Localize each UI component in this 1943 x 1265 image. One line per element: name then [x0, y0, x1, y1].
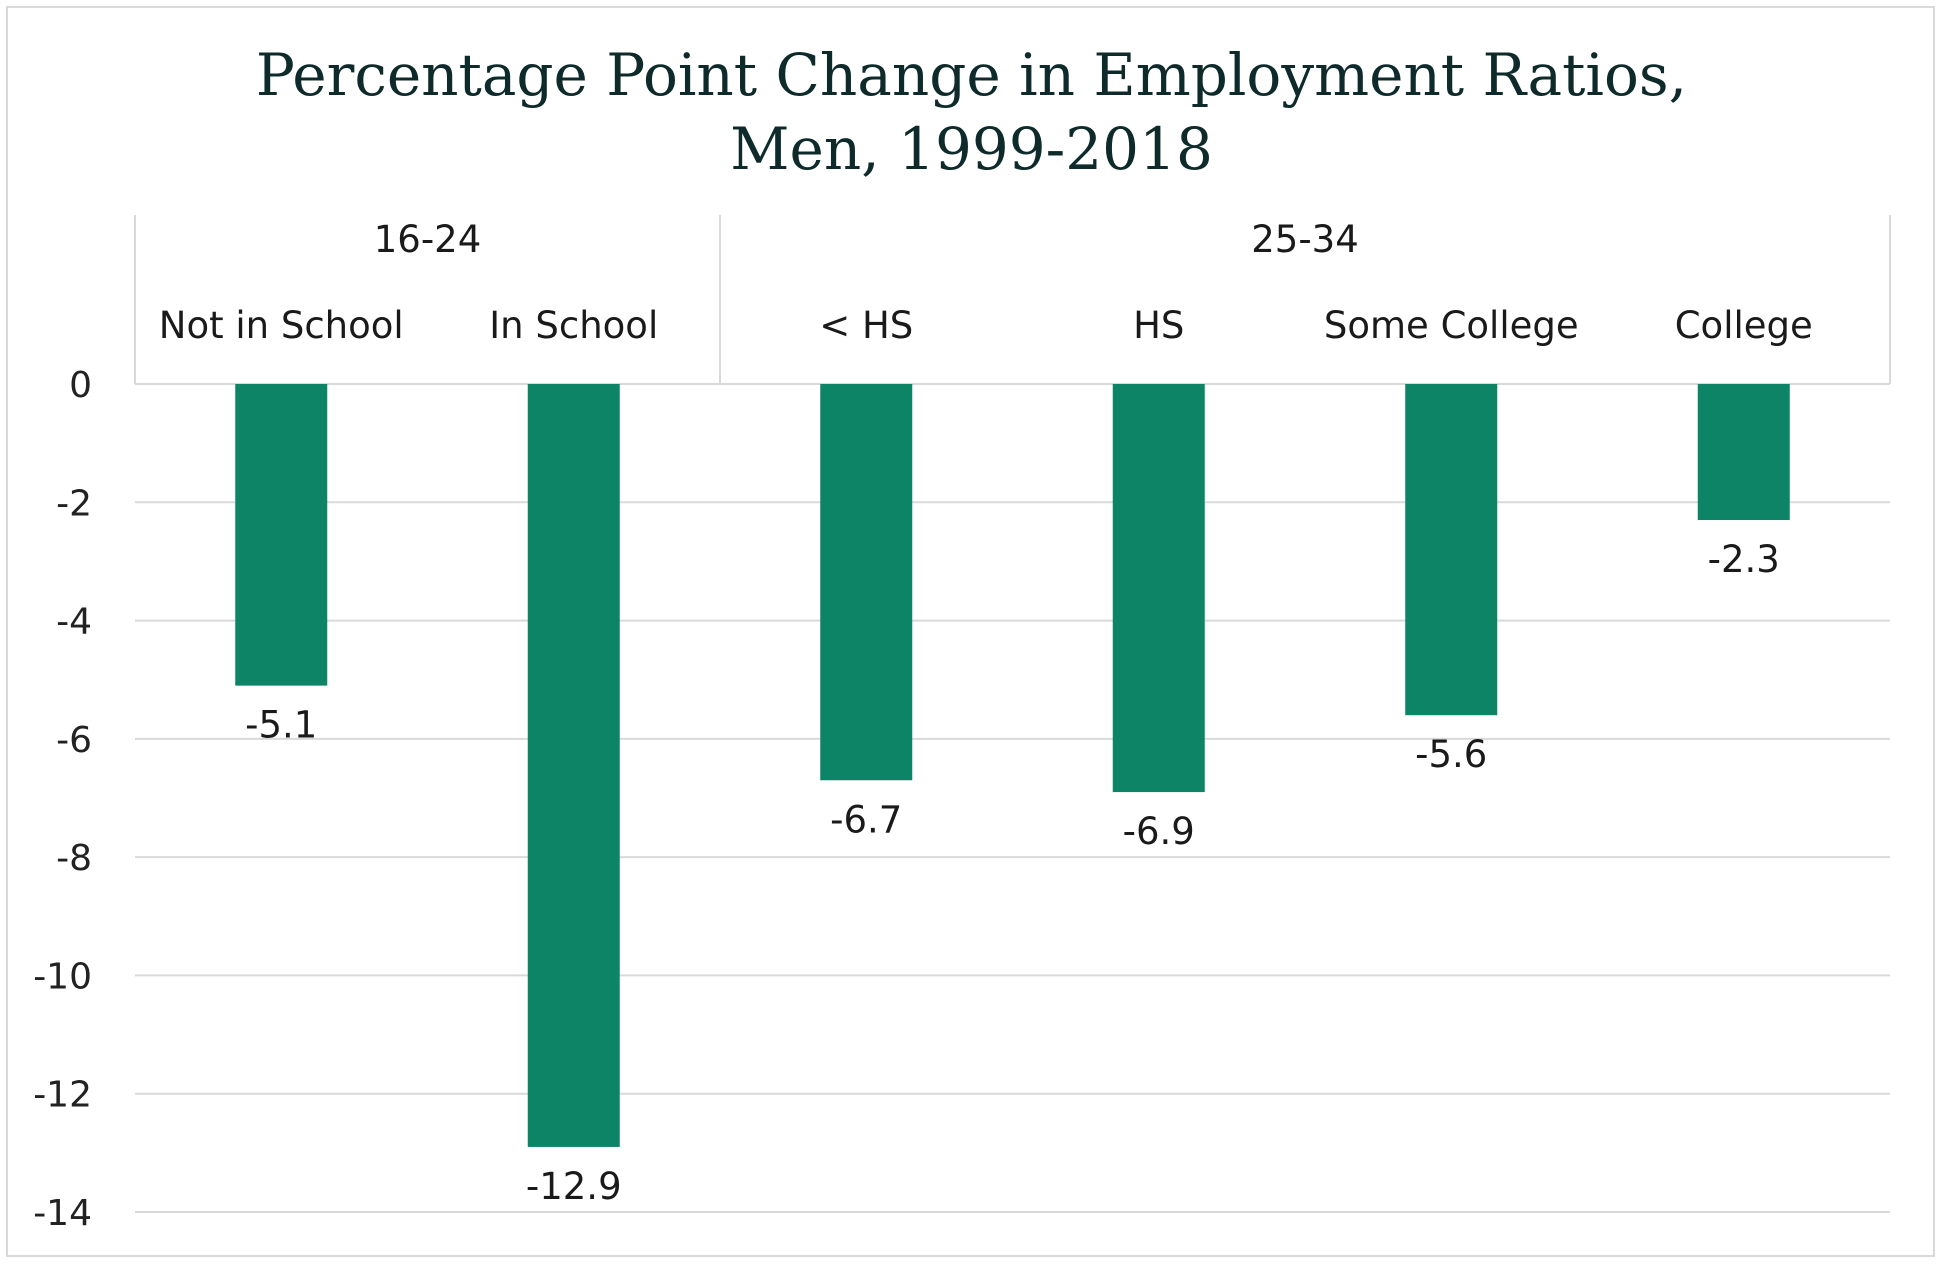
bar — [1112, 384, 1205, 793]
chart-frame — [6, 6, 1935, 1257]
y-tick-label: -4 — [56, 602, 92, 643]
bar — [820, 384, 913, 781]
y-tick-label: -10 — [33, 956, 92, 997]
group-label: 16-24 — [374, 218, 482, 261]
category-label: HS — [1133, 304, 1184, 347]
bar — [527, 384, 620, 1147]
bar — [235, 384, 328, 686]
category-label: Some College — [1324, 304, 1579, 347]
category-label: < HS — [819, 304, 913, 347]
category-label: College — [1675, 304, 1813, 347]
data-label: -6.9 — [1123, 810, 1195, 853]
category-label: Not in School — [159, 304, 404, 347]
y-tick-label: -6 — [56, 720, 92, 761]
data-label: -12.9 — [526, 1165, 622, 1208]
bar — [1697, 384, 1790, 521]
category-label: In School — [489, 304, 658, 347]
data-label: -2.3 — [1708, 538, 1780, 581]
chart-title-line-1: Percentage Point Change in Employment Ra… — [255, 41, 1688, 109]
y-tick-label: -14 — [33, 1193, 92, 1234]
data-label: -6.7 — [830, 798, 902, 841]
data-label: -5.1 — [245, 704, 317, 747]
bar — [1405, 384, 1498, 716]
data-label: -5.6 — [1415, 733, 1487, 776]
group-label: 25-34 — [1251, 218, 1359, 261]
y-tick-label: -2 — [56, 483, 92, 524]
y-tick-label: 0 — [69, 365, 92, 406]
y-tick-label: -12 — [33, 1075, 92, 1116]
y-tick-label: -8 — [56, 838, 92, 879]
chart-title-line-2: Men, 1999-2018 — [730, 115, 1213, 183]
chart-title: Percentage Point Change in Employment Ra… — [0, 38, 1943, 186]
